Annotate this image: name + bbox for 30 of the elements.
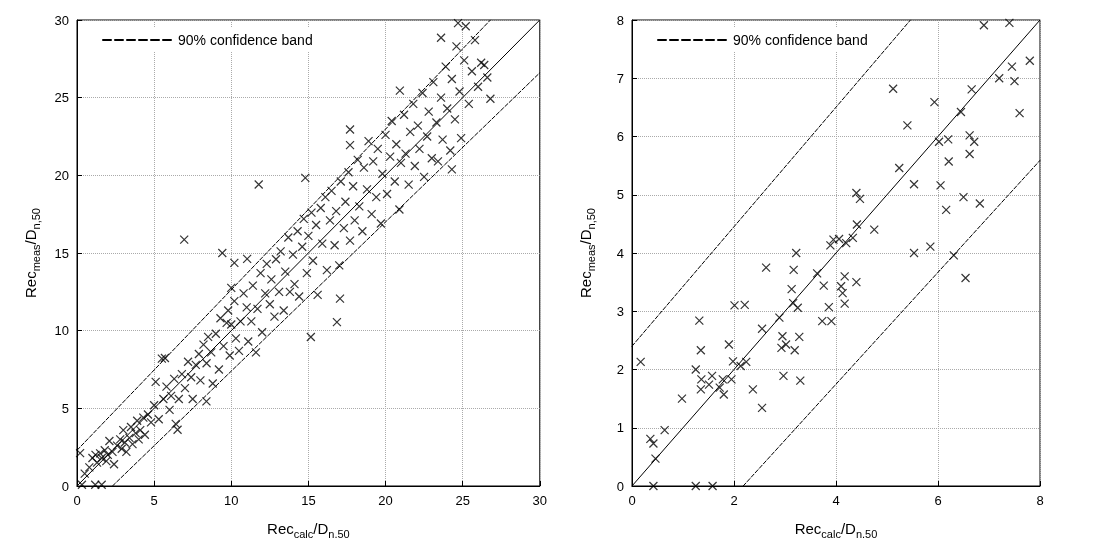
x-tick-label: 0	[628, 493, 636, 508]
y-tick-label: 15	[54, 245, 69, 261]
y-tick-label: 25	[54, 90, 69, 106]
y-tick-label: 3	[616, 303, 624, 319]
y-tick-label: 0	[61, 478, 69, 494]
legend-label: 90% confidence band	[178, 32, 313, 48]
y-tick-label: 7	[616, 70, 624, 86]
y-tick-label: 8	[616, 12, 624, 28]
x-tick-label: 30	[532, 493, 547, 508]
x-tick-label: 25	[455, 493, 470, 508]
y-tick-label: 5	[616, 187, 624, 203]
x-tick-label: 2	[730, 493, 738, 508]
y-tick-label: 6	[616, 129, 624, 144]
x-tick-label: 0	[73, 493, 81, 508]
x-tick-label: 8	[1036, 493, 1044, 508]
y-tick-label: 5	[61, 400, 69, 416]
y-tick-label: 2	[616, 362, 624, 377]
y-tick-label: 0	[616, 478, 624, 494]
y-tick-label: 10	[54, 323, 69, 339]
x-tick-label: 5	[150, 493, 158, 508]
x-tick-label: 6	[934, 493, 942, 508]
x-tick-label: 20	[378, 493, 393, 508]
y-tick-label: 1	[616, 420, 624, 436]
x-tick-label: 15	[301, 493, 316, 508]
y-tick-label: 30	[54, 12, 69, 28]
legend-label: 90% confidence band	[733, 32, 868, 48]
x-tick-label: 4	[832, 493, 840, 508]
y-tick-label: 4	[616, 245, 624, 261]
x-tick-label: 10	[224, 493, 239, 508]
y-tick-label: 20	[54, 167, 69, 183]
